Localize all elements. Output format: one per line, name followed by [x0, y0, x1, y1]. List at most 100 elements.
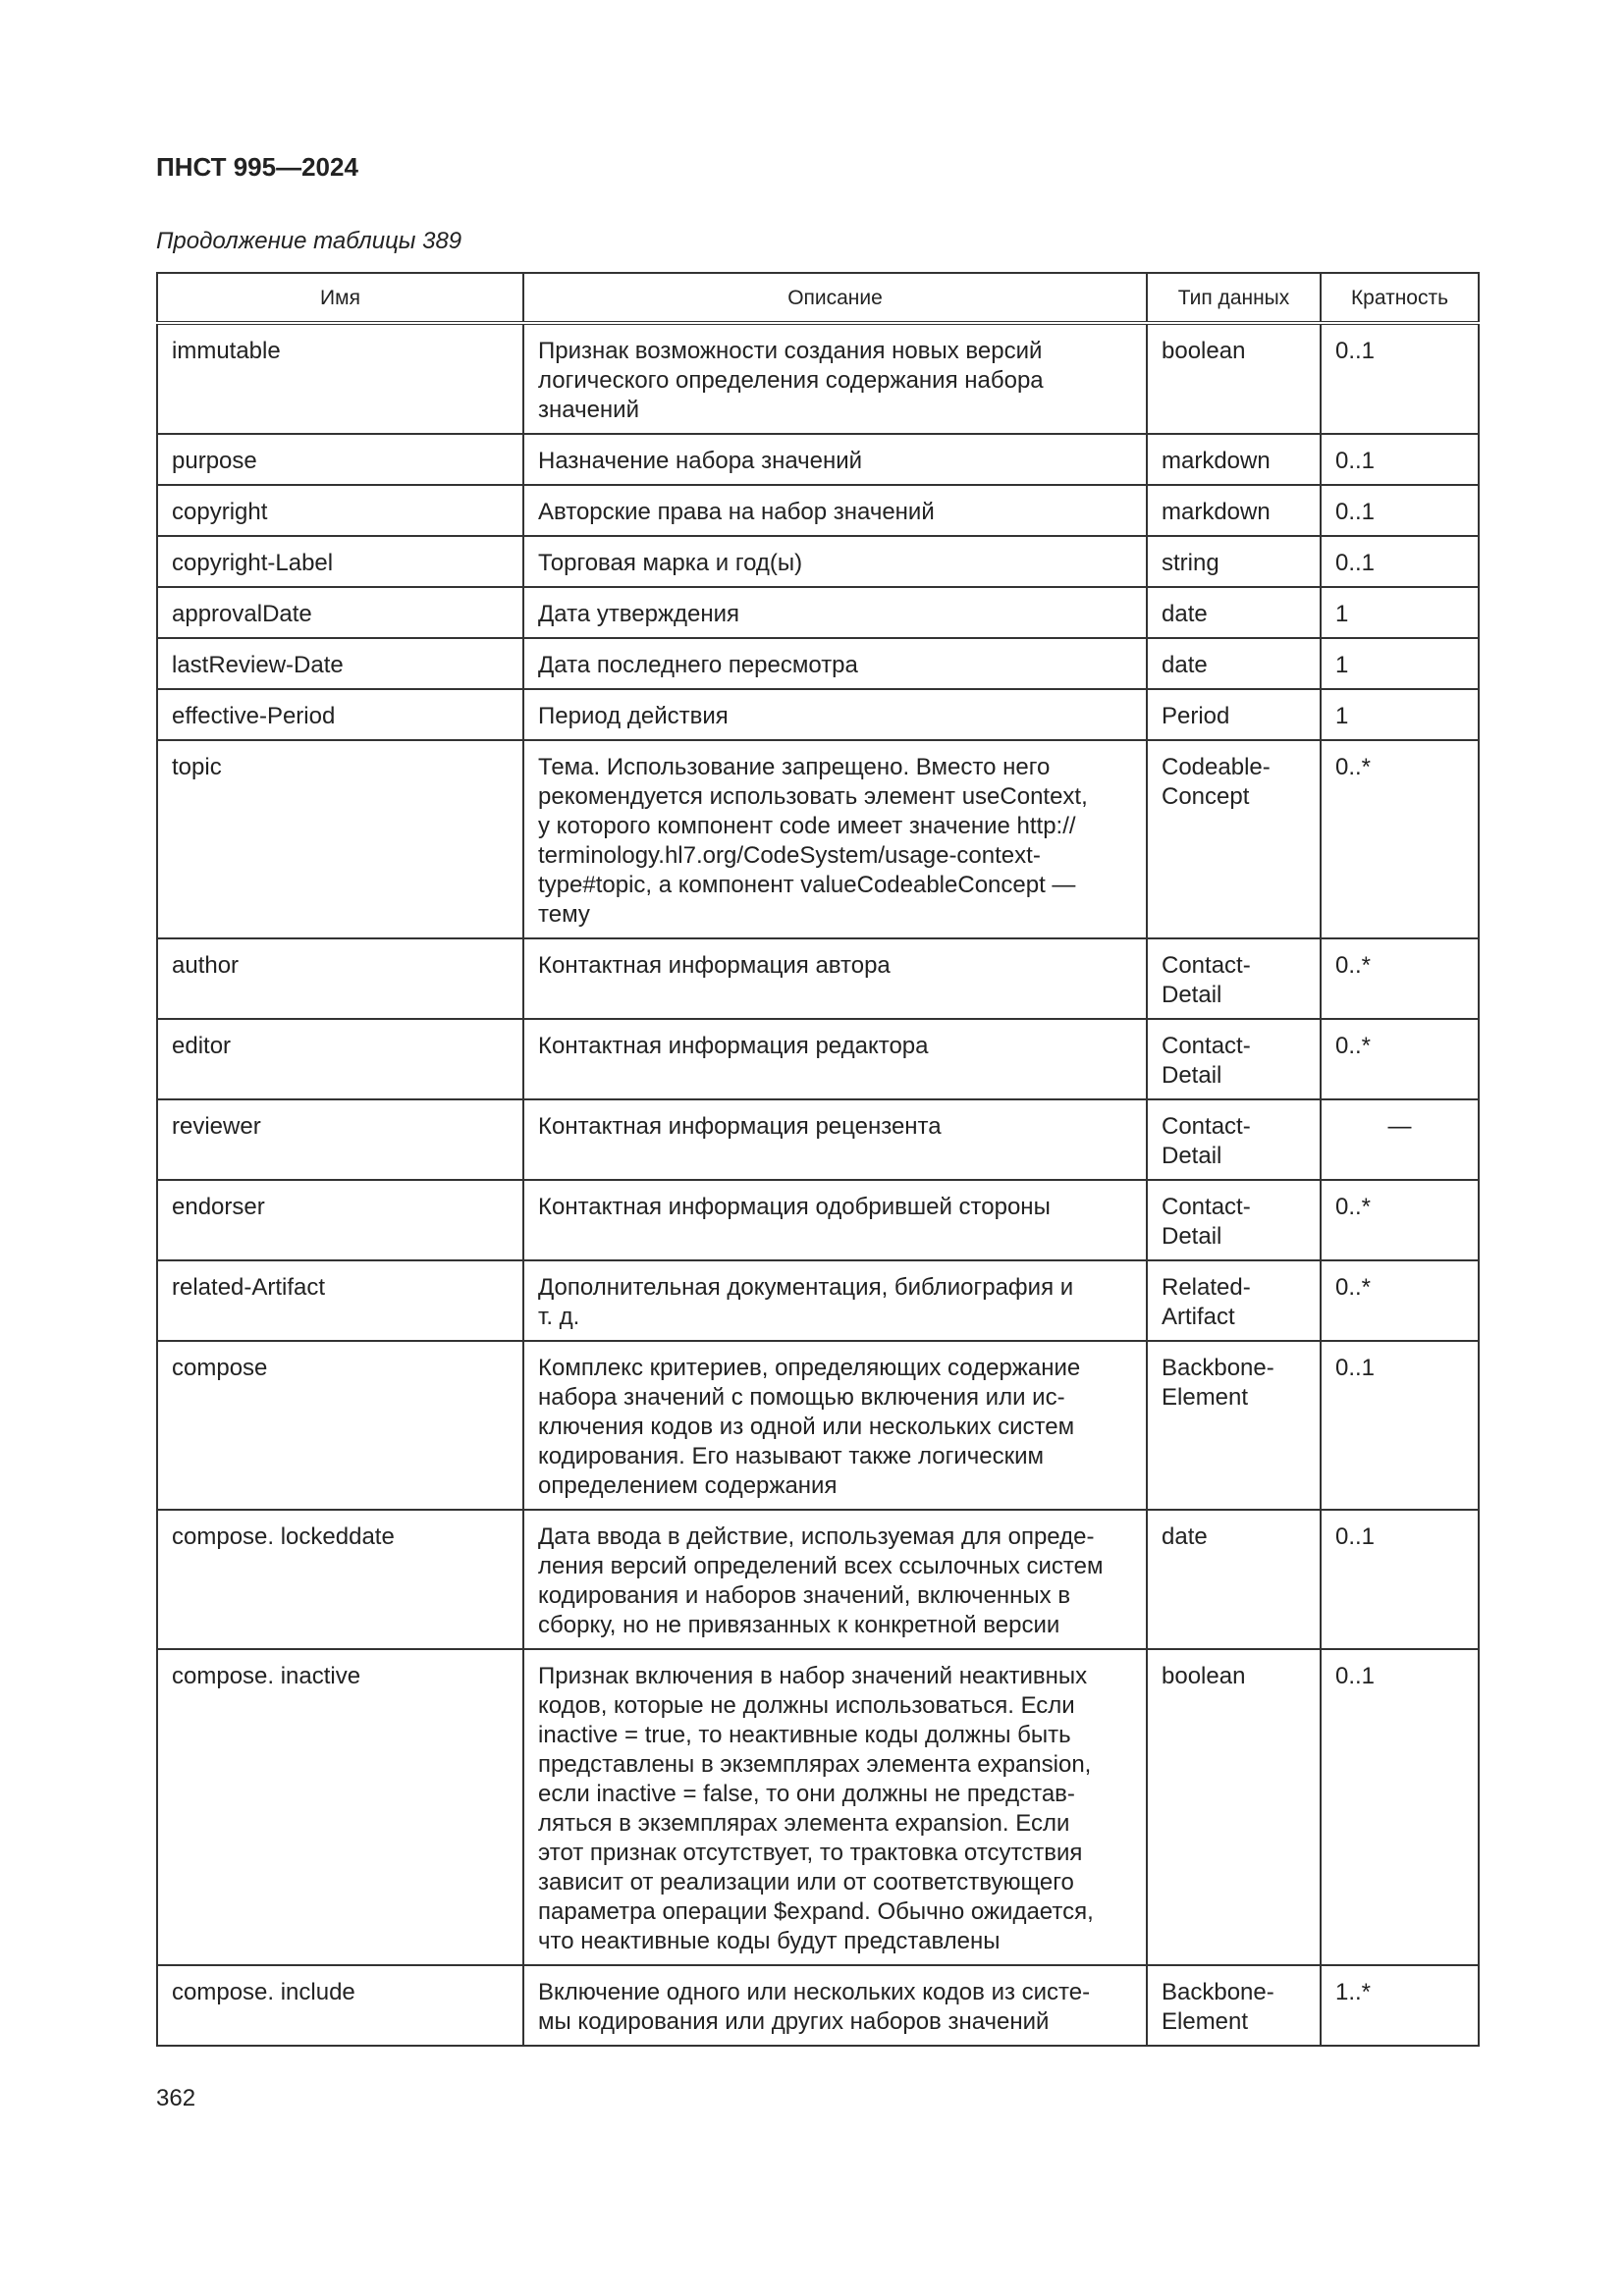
column-header: Имя: [156, 272, 524, 325]
cell-line: compose. inactive: [172, 1663, 361, 1689]
cell-line: ления версий определений всех ссылочных …: [538, 1553, 1104, 1579]
cell-line: 0..1: [1335, 499, 1376, 525]
table-row: purpose Назначение набора значений markdow…: [156, 433, 1480, 486]
table-caption: Продолжение таблицы 389: [156, 228, 462, 254]
table-cell: Backbone- Element: [1146, 1340, 1322, 1511]
cell-line: ляться в экземплярах элемента expansion.…: [538, 1810, 1070, 1837]
cell-line: Contact-: [1162, 1033, 1251, 1059]
cell-line: 0..*: [1335, 1033, 1372, 1059]
cell-line: зависит от реализации или от соответству…: [538, 1869, 1074, 1896]
cell-line: Контактная информация одобрившей стороны: [538, 1194, 1051, 1220]
column-header: Кратность: [1320, 272, 1480, 325]
table-cell: endorser: [156, 1179, 524, 1261]
table-row: immutable Признак возможности создания но…: [156, 322, 1480, 435]
table-cell: 0..1: [1320, 1648, 1480, 1966]
cell-line: Период действия: [538, 703, 729, 729]
cell-line: inactive = true, то неактивные коды долж…: [538, 1722, 1071, 1748]
table-cell: purpose: [156, 433, 524, 486]
cell-line: Backbone-: [1162, 1979, 1274, 2005]
cell-line: Комплекс критериев, определяющих содержа…: [538, 1355, 1081, 1381]
table-row: author Контактная информация автора Contac…: [156, 937, 1480, 1020]
cell-line: мы кодирования или других наборов значен…: [538, 2008, 1050, 2035]
cell-line: представлены в экземплярах элемента expa…: [538, 1751, 1092, 1778]
table-cell: 0..1: [1320, 484, 1480, 537]
table-row: related-Artifact Дополнительная документа…: [156, 1259, 1480, 1342]
table-row: endorser Контактная информация одобрившей…: [156, 1179, 1480, 1261]
table-cell: 1: [1320, 586, 1480, 639]
table-cell: 0..1: [1320, 433, 1480, 486]
cell-line: Торговая марка и год(ы): [538, 550, 803, 576]
cell-line: рекомендуется использовать элемент useCo…: [538, 783, 1088, 810]
table-cell: 0..*: [1320, 1259, 1480, 1342]
cell-line: Контактная информация автора: [538, 952, 891, 979]
table-cell: author: [156, 937, 524, 1020]
table-cell: approvalDate: [156, 586, 524, 639]
table-cell: Contact- Detail: [1146, 1018, 1322, 1100]
cell-line: Related-: [1162, 1274, 1251, 1301]
table-cell: Contact- Detail: [1146, 1098, 1322, 1181]
table-cell: lastReview-Date: [156, 637, 524, 690]
table-cell: 0..*: [1320, 739, 1480, 939]
cell-line: у которого компонент code имеет значение…: [538, 813, 1076, 839]
cell-line: 1: [1335, 652, 1349, 678]
cell-line: markdown: [1162, 499, 1271, 525]
table-cell: 0..1: [1320, 1340, 1480, 1511]
cell-line: 0..1: [1335, 550, 1376, 576]
table-row: compose. lockeddate Дата ввода в действие…: [156, 1509, 1480, 1650]
cell-line: —: [1387, 1113, 1412, 1140]
cell-line: related-Artifact: [172, 1274, 326, 1301]
table-cell: string: [1146, 535, 1322, 588]
column-header: Описание: [522, 272, 1148, 325]
cell-line: Contact-: [1162, 1194, 1251, 1220]
cell-line: purpose: [172, 448, 257, 474]
table-row: effective-Period Период действия Period 1: [156, 688, 1480, 741]
table-row: compose Комплекс критериев, определяющих …: [156, 1340, 1480, 1511]
cell-line: Контактная информация рецензента: [538, 1113, 942, 1140]
table-cell: topic: [156, 739, 524, 939]
table-cell: 0..*: [1320, 1179, 1480, 1261]
cell-line: Artifact: [1162, 1304, 1235, 1330]
table-cell: Тема. Использование запрещено. Вместо не…: [522, 739, 1148, 939]
table-cell: Контактная информация автора: [522, 937, 1148, 1020]
cell-line: параметра операции $expand. Обычно ожида…: [538, 1898, 1094, 1925]
table-cell: copyright-Label: [156, 535, 524, 588]
cell-line: набора значений с помощью включения или …: [538, 1384, 1065, 1411]
table-cell: effective-Period: [156, 688, 524, 741]
table-body: immutable Признак возможности создания но…: [156, 322, 1480, 2047]
cell-line: terminology.hl7.org/CodeSystem/usage-con…: [538, 842, 1041, 869]
cell-line: ключения кодов из одной или нескольких с…: [538, 1414, 1075, 1440]
cell-line: 1: [1335, 601, 1349, 627]
table-cell: compose: [156, 1340, 524, 1511]
table-cell: 0..*: [1320, 937, 1480, 1020]
cell-line: reviewer: [172, 1113, 261, 1140]
table-cell: Related- Artifact: [1146, 1259, 1322, 1342]
cell-line: что неактивные коды будут представлены: [538, 1928, 1001, 1954]
table-cell: related-Artifact: [156, 1259, 524, 1342]
cell-line: date: [1162, 1523, 1208, 1550]
table-cell: Включение одного или нескольких кодов из…: [522, 1964, 1148, 2047]
cell-line: boolean: [1162, 338, 1246, 364]
cell-line: т. д.: [538, 1304, 580, 1330]
cell-line: Включение одного или нескольких кодов из…: [538, 1979, 1091, 2005]
cell-line: endorser: [172, 1194, 265, 1220]
table-cell: 1..*: [1320, 1964, 1480, 2047]
cell-line: string: [1162, 550, 1219, 576]
table-cell: Период действия: [522, 688, 1148, 741]
cell-line: Авторские права на набор значений: [538, 499, 935, 525]
cell-line: кодов, которые не должны использоваться.…: [538, 1692, 1075, 1719]
cell-line: 1..*: [1335, 1979, 1372, 2005]
table-cell: Признак возможности создания новых верси…: [522, 322, 1148, 435]
table-cell: editor: [156, 1018, 524, 1100]
cell-line: 0..1: [1335, 448, 1376, 474]
cell-line: compose. lockeddate: [172, 1523, 395, 1550]
table-cell: Контактная информация рецензента: [522, 1098, 1148, 1181]
table-cell: Contact- Detail: [1146, 1179, 1322, 1261]
table-cell: 0..1: [1320, 535, 1480, 588]
table-cell: 1: [1320, 688, 1480, 741]
cell-line: 0..1: [1335, 338, 1376, 364]
cell-line: Codeable-: [1162, 754, 1271, 780]
cell-line: 0..1: [1335, 1523, 1376, 1550]
cell-line: кодирования. Его называют также логическ…: [538, 1443, 1044, 1469]
table-row: topic Тема. Использование запрещено. Вмес…: [156, 739, 1480, 939]
